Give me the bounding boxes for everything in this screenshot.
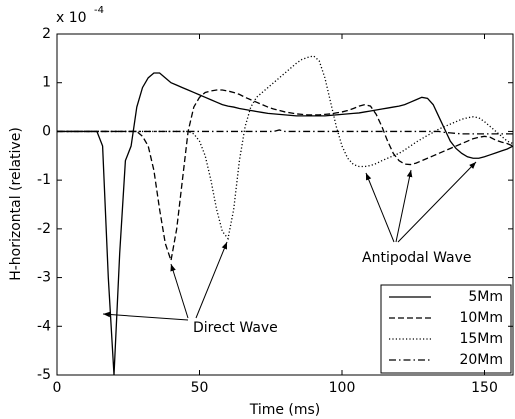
y-tick-label: -3 (37, 270, 51, 286)
arrow (397, 161, 477, 243)
x-tick-label: 100 (329, 380, 356, 396)
annotation: Direct Wave (193, 320, 278, 336)
series-line (57, 55, 514, 241)
arrow (365, 172, 395, 243)
direct-wave-annotation: Direct Wave (102, 241, 278, 336)
legend-label: 15Mm (459, 331, 503, 347)
y-tick-label: -5 (37, 367, 51, 383)
antipodal-wave-annotation: Antipodal Wave (362, 161, 477, 266)
y-tick-label: -1 (37, 172, 51, 188)
y-multiplier: x 10 (56, 10, 87, 26)
y-tick-label: 2 (42, 26, 51, 42)
y-tick-label: -2 (37, 221, 51, 237)
x-tick-label: 50 (191, 380, 209, 396)
x-tick-label: 0 (53, 380, 62, 396)
arrow (102, 311, 189, 321)
series-line (57, 129, 513, 135)
legend: 5Mm 10Mm 15Mm 20Mm (380, 284, 512, 374)
series-line (57, 72, 514, 376)
legend-box (380, 284, 512, 374)
plot-area (57, 55, 514, 376)
y-tick-label: -4 (37, 318, 51, 334)
y-multiplier-exponent: -4 (94, 5, 104, 16)
arrow (195, 241, 228, 319)
arrow (395, 169, 413, 243)
y-tick-label: 1 (42, 75, 51, 91)
plot-frame (56, 33, 514, 376)
legend-label: 5Mm (468, 289, 503, 305)
y-tick-label: 0 (42, 123, 51, 139)
x-axis-label: Time (ms) (249, 402, 321, 418)
y-axis-label: H-horizontal (relative) (8, 127, 24, 281)
annotation: Antipodal Wave (362, 250, 472, 266)
legend-label: 10Mm (459, 310, 503, 326)
series-line (57, 89, 514, 261)
legend-label: 20Mm (459, 352, 503, 368)
arrow (170, 263, 189, 319)
x-tick-label: 150 (471, 380, 498, 396)
